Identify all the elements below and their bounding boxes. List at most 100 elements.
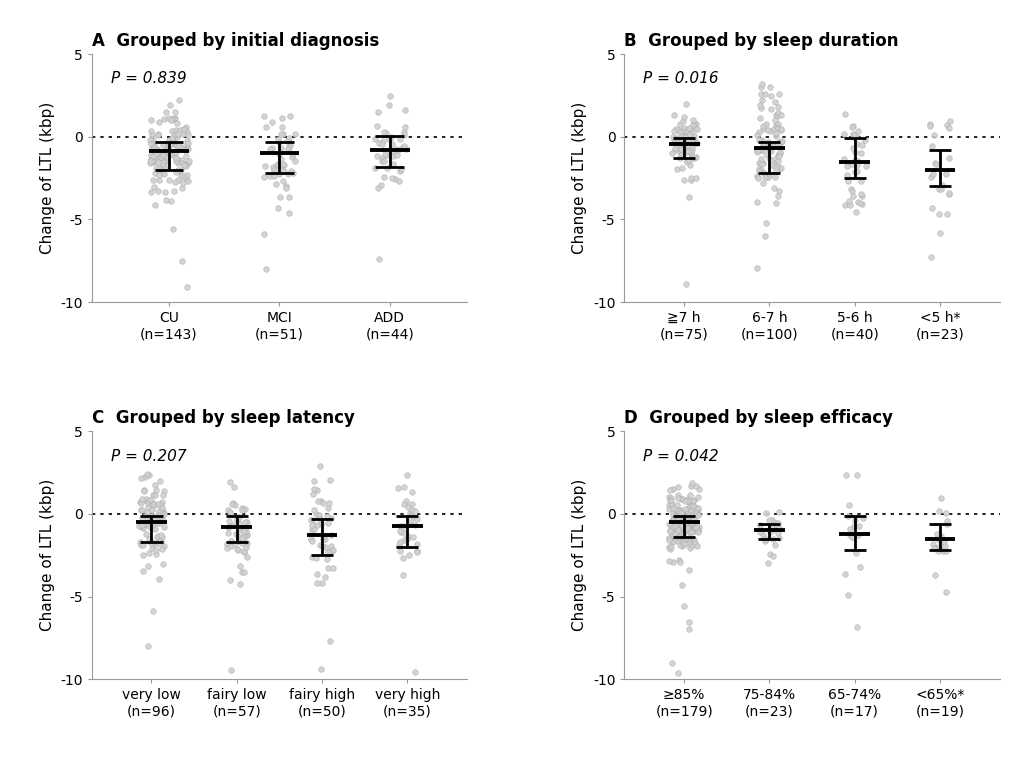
Point	[689, 521, 705, 533]
Point	[767, 109, 784, 121]
Point	[848, 137, 864, 150]
Point	[673, 527, 689, 540]
Point	[324, 562, 340, 574]
Point	[144, 536, 160, 548]
Point	[151, 164, 167, 176]
Point	[843, 530, 859, 543]
Point	[761, 138, 777, 151]
Point	[677, 145, 693, 157]
Point	[148, 161, 164, 174]
Point	[395, 520, 412, 532]
Point	[159, 140, 175, 152]
Point	[303, 513, 319, 526]
Point	[671, 516, 687, 529]
Point	[668, 510, 685, 523]
Point	[155, 489, 171, 501]
Point	[275, 175, 291, 188]
Point	[839, 160, 855, 172]
Point	[679, 134, 695, 146]
Point	[144, 510, 160, 523]
Point	[689, 526, 705, 538]
Point	[230, 522, 247, 534]
Point	[371, 137, 387, 150]
Point	[935, 536, 952, 548]
Point	[384, 171, 400, 184]
Point	[142, 134, 158, 147]
Point	[316, 541, 332, 554]
Point	[391, 524, 408, 537]
Point	[767, 197, 784, 209]
Point	[680, 506, 696, 519]
Point	[154, 496, 170, 508]
Point	[158, 151, 174, 163]
Point	[282, 165, 299, 178]
Point	[663, 499, 680, 512]
Point	[271, 148, 287, 161]
Point	[156, 156, 172, 168]
Point	[143, 153, 159, 165]
Point	[667, 137, 684, 149]
Point	[683, 133, 699, 145]
Point	[677, 97, 693, 110]
Point	[273, 153, 289, 165]
Point	[150, 498, 166, 510]
Point	[391, 539, 408, 551]
Point	[662, 519, 679, 531]
Point	[852, 188, 868, 200]
Point	[369, 106, 385, 118]
Point	[679, 512, 695, 524]
Point	[748, 196, 764, 208]
Point	[150, 530, 166, 542]
Point	[686, 534, 702, 547]
Point	[680, 525, 696, 537]
Point	[151, 162, 167, 174]
Point	[772, 108, 789, 120]
Point	[929, 541, 946, 554]
Point	[767, 164, 784, 176]
Point	[687, 520, 703, 533]
Point	[666, 527, 683, 540]
Point	[176, 124, 193, 136]
Point	[231, 577, 248, 590]
Point	[145, 489, 161, 501]
Point	[761, 526, 777, 538]
Point	[385, 150, 401, 162]
Point	[675, 537, 691, 550]
Point	[754, 134, 770, 146]
Point	[668, 132, 685, 144]
Point	[165, 113, 181, 125]
Point	[686, 513, 702, 525]
Point	[760, 151, 776, 164]
Point	[180, 154, 197, 167]
Point	[668, 504, 685, 516]
Point	[766, 171, 783, 184]
Point	[685, 522, 701, 534]
Point	[660, 491, 677, 503]
Point	[682, 517, 698, 530]
Point	[147, 479, 163, 491]
Point	[164, 137, 180, 150]
Point	[151, 475, 167, 487]
Point	[149, 531, 165, 543]
Point	[144, 497, 160, 510]
Point	[753, 157, 769, 170]
Point	[676, 130, 692, 143]
Point	[257, 160, 273, 172]
Point	[839, 174, 855, 187]
Point	[685, 523, 701, 536]
Point	[661, 484, 678, 496]
Point	[765, 157, 782, 169]
Point	[168, 154, 184, 167]
Point	[679, 522, 695, 534]
Point	[681, 489, 697, 501]
Point	[682, 526, 698, 538]
Point	[153, 529, 169, 541]
Point	[135, 565, 151, 577]
Point	[852, 174, 868, 187]
Point	[682, 524, 698, 537]
Point	[143, 148, 159, 161]
Point	[143, 186, 159, 198]
Point	[753, 77, 769, 90]
Point	[685, 117, 701, 129]
Point	[751, 144, 767, 156]
